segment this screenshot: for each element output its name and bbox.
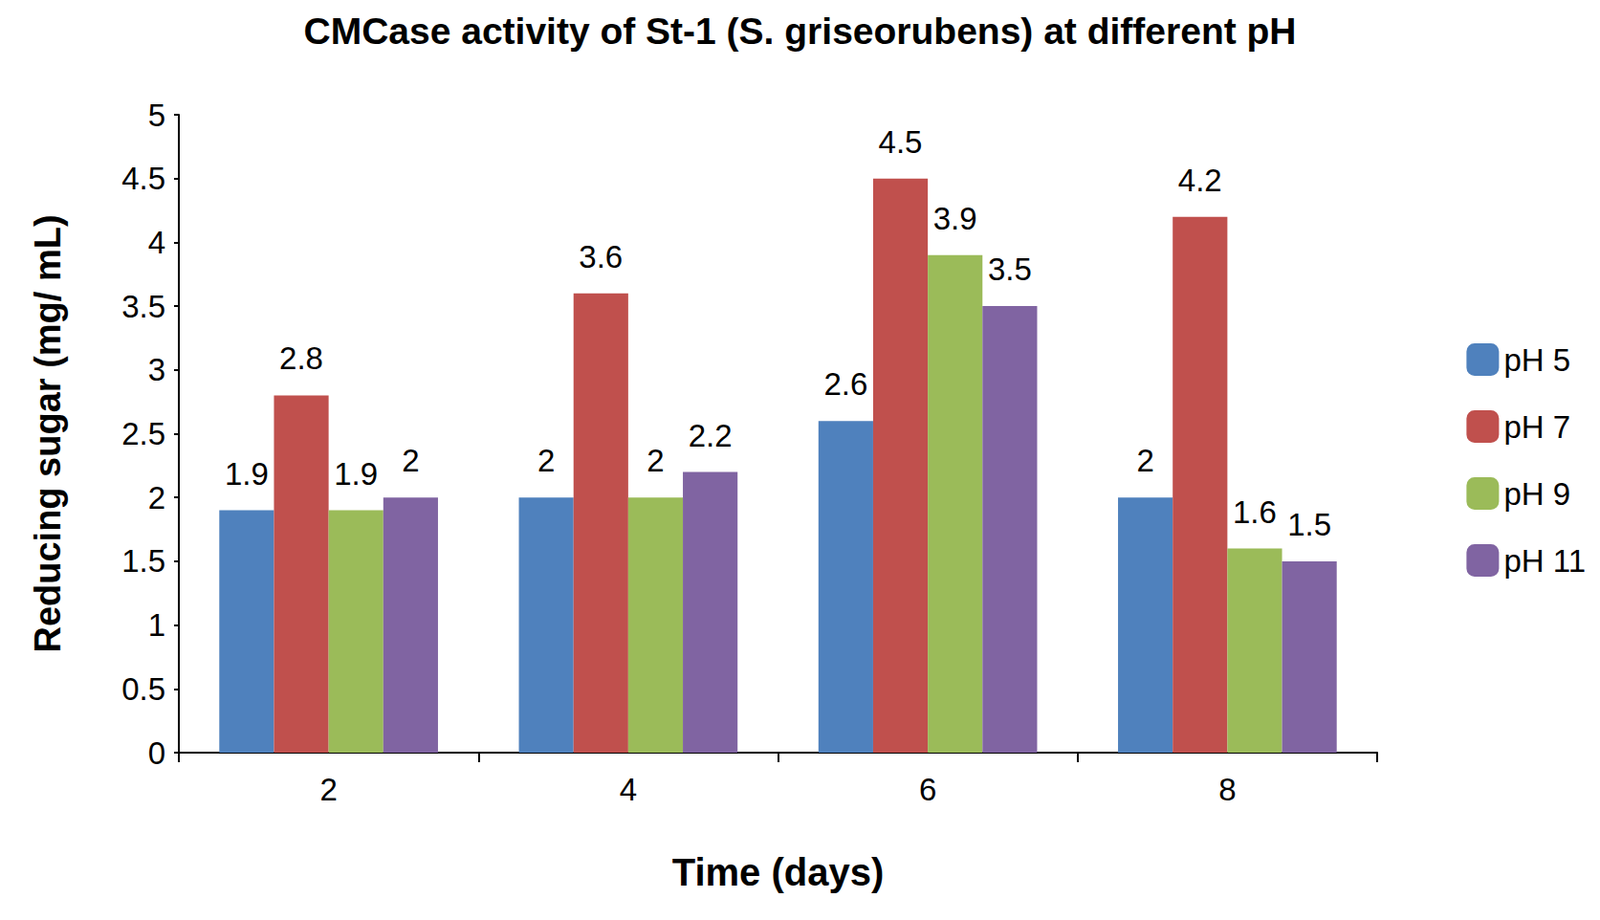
svg-text:3.9: 3.9 — [933, 200, 978, 237]
svg-text:2: 2 — [646, 442, 664, 479]
svg-text:4.5: 4.5 — [121, 160, 166, 197]
svg-text:5: 5 — [148, 97, 166, 133]
svg-text:2.2: 2.2 — [688, 417, 733, 454]
svg-text:2.6: 2.6 — [823, 366, 868, 402]
svg-text:4.2: 4.2 — [1178, 162, 1223, 198]
svg-text:1: 1 — [148, 607, 166, 643]
svg-text:8: 8 — [1218, 771, 1236, 808]
svg-text:1.5: 1.5 — [1287, 506, 1332, 543]
svg-text:1.6: 1.6 — [1232, 494, 1277, 530]
svg-text:pH 5: pH 5 — [1503, 342, 1571, 378]
svg-text:1.9: 1.9 — [224, 456, 269, 492]
svg-text:3.6: 3.6 — [578, 239, 623, 275]
svg-text:4: 4 — [148, 224, 166, 261]
svg-text:1.5: 1.5 — [121, 543, 166, 579]
svg-text:Reducing sugar (mg/ mL): Reducing sugar (mg/ mL) — [27, 214, 68, 653]
svg-text:2: 2 — [148, 480, 166, 516]
svg-text:Time (days): Time (days) — [672, 851, 885, 894]
svg-text:3.5: 3.5 — [987, 251, 1032, 287]
svg-text:0: 0 — [148, 735, 166, 771]
svg-text:2: 2 — [401, 442, 419, 479]
svg-text:6: 6 — [919, 771, 937, 808]
svg-text:CMCase activity of St-1 (S. gr: CMCase activity of St-1 (S. griseorubens… — [303, 10, 1296, 52]
svg-text:1.9: 1.9 — [333, 456, 378, 492]
svg-text:0.5: 0.5 — [121, 671, 166, 707]
svg-text:4: 4 — [619, 771, 637, 808]
svg-text:4.5: 4.5 — [878, 124, 923, 160]
svg-text:pH 11: pH 11 — [1503, 543, 1586, 579]
svg-text:3: 3 — [148, 351, 166, 388]
svg-text:2.5: 2.5 — [121, 416, 166, 452]
svg-text:2.8: 2.8 — [279, 340, 324, 376]
svg-text:2: 2 — [537, 442, 555, 479]
svg-text:2: 2 — [319, 771, 337, 808]
svg-text:3.5: 3.5 — [121, 288, 166, 325]
svg-text:pH 9: pH 9 — [1503, 476, 1571, 512]
svg-text:2: 2 — [1136, 442, 1154, 479]
svg-text:pH 7: pH 7 — [1503, 409, 1571, 445]
